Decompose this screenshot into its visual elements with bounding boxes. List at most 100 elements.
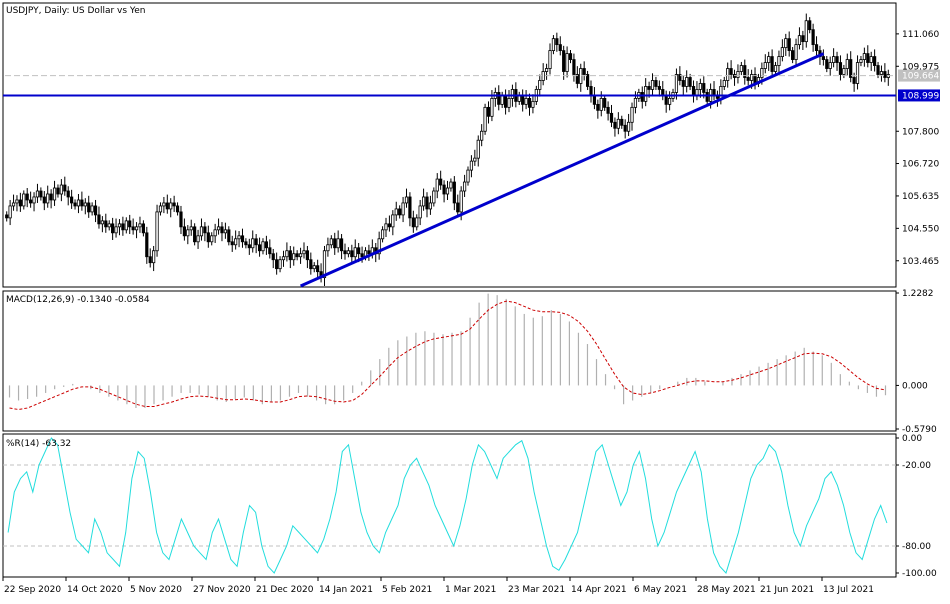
- candle-body: [767, 56, 771, 63]
- candle-body: [46, 193, 50, 204]
- candle-body: [750, 74, 754, 81]
- candle-body: [141, 223, 145, 234]
- candle-body: [719, 86, 723, 99]
- time-tick-label: 14 Jan 2021: [319, 585, 373, 595]
- candle-body: [808, 20, 812, 31]
- candle-body: [172, 202, 176, 207]
- candle-body: [603, 97, 607, 108]
- candle-body: [271, 253, 275, 261]
- bid-price-label-bg: [898, 69, 940, 82]
- candle-body: [87, 202, 91, 213]
- time-tick-label: 22 Sep 2020: [4, 585, 61, 595]
- candle-body: [292, 253, 296, 261]
- candle-body: [326, 244, 330, 252]
- wpr-tick-label: -80.00: [902, 542, 931, 552]
- candle-body: [876, 65, 880, 75]
- candle-body: [22, 193, 26, 207]
- candle-body: [558, 44, 562, 52]
- candle-body: [452, 181, 456, 204]
- candle-body: [360, 253, 364, 258]
- candle-body: [801, 35, 805, 43]
- candle-body: [428, 202, 433, 210]
- candle-body: [11, 202, 16, 207]
- candle-body: [8, 205, 12, 219]
- candle-body: [80, 199, 84, 207]
- candle-body: [486, 106, 491, 117]
- candle-body: [572, 59, 576, 75]
- candle-body: [312, 265, 316, 270]
- candle-body: [391, 214, 395, 228]
- candle-body: [606, 106, 610, 114]
- candle-body: [251, 238, 255, 249]
- candle-body: [227, 229, 231, 243]
- candle-body: [408, 196, 412, 219]
- price-tick-label: 109.975: [902, 62, 939, 72]
- wpr-tick-label: -20.00: [902, 461, 931, 471]
- time-tick-label: 21 Dec 2020: [256, 585, 314, 595]
- candle-body: [421, 196, 426, 207]
- candle-body: [609, 112, 614, 123]
- candle-body: [432, 190, 436, 204]
- candle-body: [507, 97, 511, 108]
- candle-body: [524, 97, 528, 105]
- candle-body: [128, 220, 132, 228]
- candle-body: [42, 196, 46, 204]
- candle-body: [664, 95, 668, 105]
- candle-body: [650, 80, 655, 90]
- candle-body: [234, 238, 238, 246]
- candle-body: [644, 86, 648, 102]
- candle-body: [794, 44, 798, 60]
- candle-body: [445, 187, 450, 195]
- candle-body: [456, 202, 460, 213]
- candle-body: [568, 53, 573, 60]
- candle-body: [791, 50, 795, 60]
- candle-body: [100, 220, 104, 225]
- candle-body: [295, 253, 299, 258]
- macd-tick-label: 0.000: [902, 381, 928, 391]
- candle-body: [435, 178, 439, 192]
- candle-body: [746, 77, 750, 81]
- candle-body: [575, 74, 579, 84]
- candle-body: [582, 68, 586, 75]
- candle-body: [691, 86, 696, 96]
- candle-body: [353, 247, 357, 258]
- candle-body: [425, 196, 429, 210]
- candle-body: [657, 86, 661, 90]
- candle-body: [73, 202, 77, 207]
- candle-body: [797, 35, 802, 46]
- candle-body: [866, 53, 870, 63]
- candle-body: [780, 47, 784, 57]
- candle-body: [343, 250, 347, 255]
- candle-body: [698, 83, 702, 90]
- candle-body: [114, 226, 118, 234]
- candle-body: [544, 68, 549, 72]
- hline-price-label-bg: [898, 89, 940, 102]
- candle-body: [56, 187, 60, 195]
- candle-body: [49, 193, 53, 201]
- candle-body: [93, 205, 98, 216]
- candle-body: [104, 220, 108, 228]
- candle-body: [555, 38, 559, 46]
- candle-body: [305, 250, 310, 261]
- candle-body: [480, 130, 484, 141]
- candle-body: [97, 214, 101, 225]
- candle-body: [254, 238, 258, 246]
- candle-body: [333, 238, 337, 249]
- time-tick-label: 23 Mar 2021: [508, 585, 565, 595]
- candle-body: [459, 190, 463, 213]
- candle-body: [852, 77, 856, 84]
- candle-body: [264, 241, 268, 249]
- candle-body: [394, 208, 398, 216]
- candle-body: [736, 71, 740, 78]
- wpr-tick-label: 0.00: [902, 434, 922, 444]
- candle-body: [647, 86, 651, 90]
- ascending-trendline[interactable]: [299, 52, 825, 288]
- candle-body: [466, 169, 470, 183]
- candle-body: [138, 223, 142, 228]
- candle-body: [862, 53, 866, 60]
- candle-body: [131, 226, 135, 231]
- candle-body: [134, 226, 139, 231]
- candle-body: [627, 121, 631, 132]
